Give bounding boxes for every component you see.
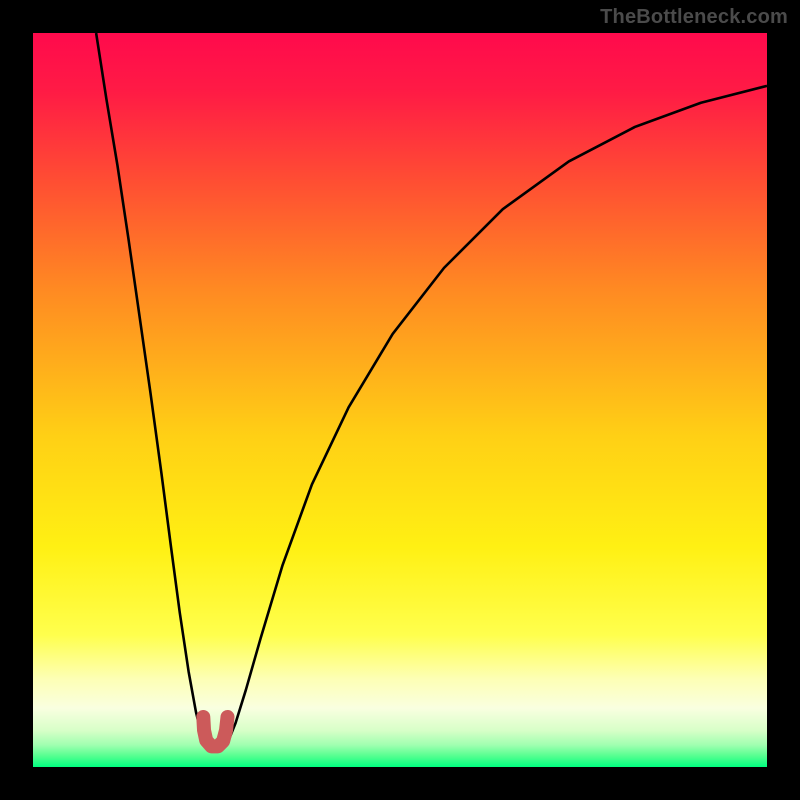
- plot-svg: [33, 33, 767, 767]
- watermark-text: TheBottleneck.com: [600, 6, 788, 29]
- optimum-marker: [203, 717, 227, 746]
- bottleneck-curve-left: [96, 33, 206, 746]
- chart-root: TheBottleneck.com: [0, 0, 800, 800]
- bottleneck-curve-right: [225, 86, 767, 746]
